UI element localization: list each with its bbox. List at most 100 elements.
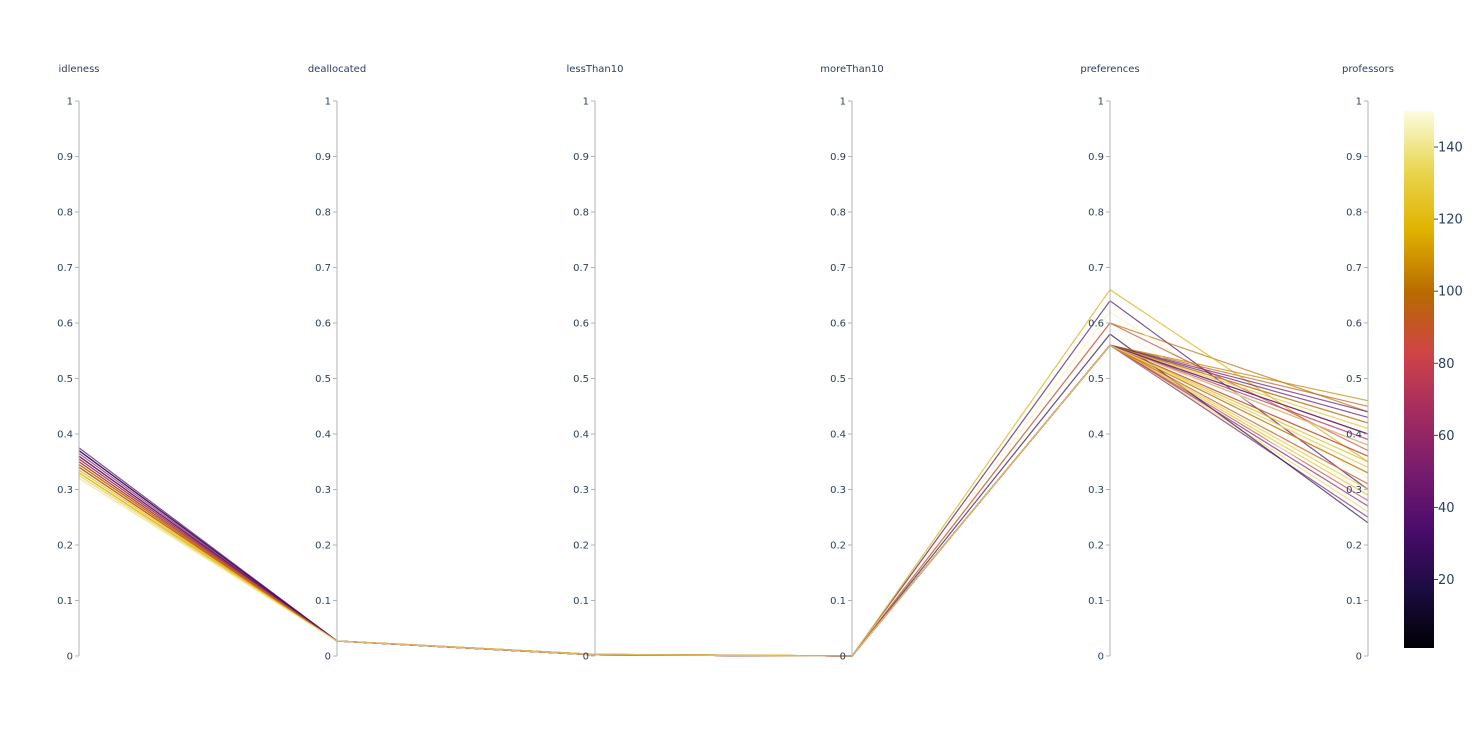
- tick-label: 0.5: [1346, 374, 1362, 385]
- tick-label: 0: [1356, 652, 1362, 663]
- tick-label: 1: [1356, 97, 1362, 108]
- tick-label: 0.8: [1088, 208, 1104, 219]
- tick-label: 0.6: [1346, 319, 1362, 330]
- data-line-21: [78, 344, 1369, 657]
- data-line-33: [78, 344, 1369, 657]
- data-line-9: [78, 344, 1369, 657]
- tick-label: 0.8: [830, 208, 846, 219]
- tick-label: 0: [583, 652, 589, 663]
- data-line-32: [78, 344, 1369, 657]
- data-line-34: [78, 344, 1369, 657]
- tick-label: 0.4: [1088, 430, 1104, 441]
- axis-idleness[interactable]: 0 0.1 0.2 0.3 0.4 0.5 0.6 0.7 0.8 0.9 1 idleness: [57, 64, 99, 663]
- tick-label: 0.3: [57, 485, 73, 496]
- tick-label: 0.7: [315, 263, 331, 274]
- axis-title-moreThan10: moreThan10: [820, 64, 884, 75]
- data-line-8: [78, 344, 1369, 657]
- tick-label: 0.4: [315, 430, 331, 441]
- tick-label: 0.8: [57, 208, 73, 219]
- tick-label: 0.6: [57, 319, 73, 330]
- tick-label: 0.5: [57, 374, 73, 385]
- polylines-layer: [78, 288, 1369, 657]
- tick-label: 0.2: [1088, 541, 1104, 552]
- tick-label: 0: [1098, 652, 1104, 663]
- tick-label: 0.8: [573, 208, 589, 219]
- tick-label: 0.4: [830, 430, 846, 441]
- tick-label: 0: [840, 652, 846, 663]
- tick-label: 0.5: [830, 374, 846, 385]
- axes-layer: 0 0.1 0.2 0.3 0.4 0.5 0.6 0.7 0.8 0.9 1 idleness 0 0.…: [57, 64, 1394, 663]
- tick-label: 0: [325, 652, 331, 663]
- tick-label: 0.3: [573, 485, 589, 496]
- axis-moreThan10[interactable]: 0 0.1 0.2 0.3 0.4 0.5 0.6 0.7 0.8 0.9 1 moreThan10: [820, 64, 884, 663]
- tick-label: 0.5: [315, 374, 331, 385]
- tick-label: 0.1: [315, 596, 331, 607]
- data-line-10: [78, 344, 1369, 657]
- tick-label: 0.6: [1088, 319, 1104, 330]
- tick-label: 0.7: [573, 263, 589, 274]
- data-line-4: [78, 344, 1369, 657]
- colorbar-tick-label: 60: [1438, 429, 1455, 444]
- colorbar-tick-label: 140: [1438, 141, 1463, 156]
- tick-label: 0.2: [1346, 541, 1362, 552]
- tick-label: 0.3: [315, 485, 331, 496]
- tick-label: 1: [840, 97, 846, 108]
- data-line-2: [78, 344, 1369, 657]
- tick-label: 0.1: [830, 596, 846, 607]
- data-line-5: [78, 344, 1369, 657]
- tick-label: 0: [67, 652, 73, 663]
- axis-deallocated[interactable]: 0 0.1 0.2 0.3 0.4 0.5 0.6 0.7 0.8 0.9 1 deallocated: [308, 64, 366, 663]
- tick-label: 0.9: [1346, 152, 1362, 163]
- colorbar-ticks: 20 40 60 80 100 120 140: [1434, 141, 1463, 588]
- data-line-7: [78, 344, 1369, 657]
- axis-title-preferences: preferences: [1080, 64, 1139, 75]
- tick-label: 1: [1098, 97, 1104, 108]
- tick-label: 0.2: [315, 541, 331, 552]
- colorbar-tick-label: 80: [1438, 357, 1455, 372]
- data-line-17: [78, 344, 1369, 657]
- colorbar-tick-label: 120: [1438, 213, 1463, 228]
- tick-label: 0.9: [57, 152, 73, 163]
- colorbar: 20 40 60 80 100 120 140: [1404, 111, 1463, 648]
- data-line-16: [78, 344, 1369, 657]
- data-line-1: [78, 344, 1369, 657]
- tick-label: 0.9: [1088, 152, 1104, 163]
- data-line-25: [78, 344, 1369, 657]
- axis-professors[interactable]: 0 0.1 0.2 0.3 0.4 0.5 0.6 0.7 0.8 0.9 1 professors: [1342, 64, 1394, 663]
- tick-label: 0.2: [573, 541, 589, 552]
- colorbar-tick-label: 100: [1438, 285, 1463, 300]
- axis-title-idleness: idleness: [59, 64, 100, 75]
- tick-label: 0.4: [1346, 430, 1362, 441]
- tick-label: 0.1: [1088, 596, 1104, 607]
- data-line-24: [78, 344, 1369, 657]
- data-line-29: [78, 344, 1369, 657]
- tick-label: 0.2: [830, 541, 846, 552]
- tick-label: 1: [583, 97, 589, 108]
- tick-label: 1: [325, 97, 331, 108]
- tick-label: 0.8: [1346, 208, 1362, 219]
- tick-label: 0.9: [830, 152, 846, 163]
- axis-preferences[interactable]: 0 0.1 0.2 0.3 0.4 0.5 0.6 0.7 0.8 0.9 1 preferences: [1080, 64, 1139, 663]
- tick-label: 0.7: [1088, 263, 1104, 274]
- tick-label: 0.1: [1346, 596, 1362, 607]
- axis-title-lessThan10: lessThan10: [567, 64, 624, 75]
- tick-label: 0.1: [573, 596, 589, 607]
- data-line-23: [78, 344, 1369, 657]
- data-line-19: [78, 344, 1369, 657]
- tick-label: 0.5: [573, 374, 589, 385]
- tick-label: 1: [67, 97, 73, 108]
- data-line-27: [78, 344, 1369, 657]
- colorbar-gradient: [1404, 111, 1434, 648]
- tick-label: 0.3: [1346, 485, 1362, 496]
- colorbar-tick-label: 40: [1438, 501, 1455, 516]
- tick-label: 0.7: [1346, 263, 1362, 274]
- axis-lessThan10[interactable]: 0 0.1 0.2 0.3 0.4 0.5 0.6 0.7 0.8 0.9 1 lessThan10: [567, 64, 624, 663]
- tick-label: 0.9: [315, 152, 331, 163]
- data-line-22: [78, 344, 1369, 657]
- data-line-31: [78, 344, 1369, 657]
- axis-title-deallocated: deallocated: [308, 64, 366, 75]
- data-line-11: [78, 344, 1369, 657]
- tick-label: 0.2: [57, 541, 73, 552]
- tick-label: 0.4: [57, 430, 73, 441]
